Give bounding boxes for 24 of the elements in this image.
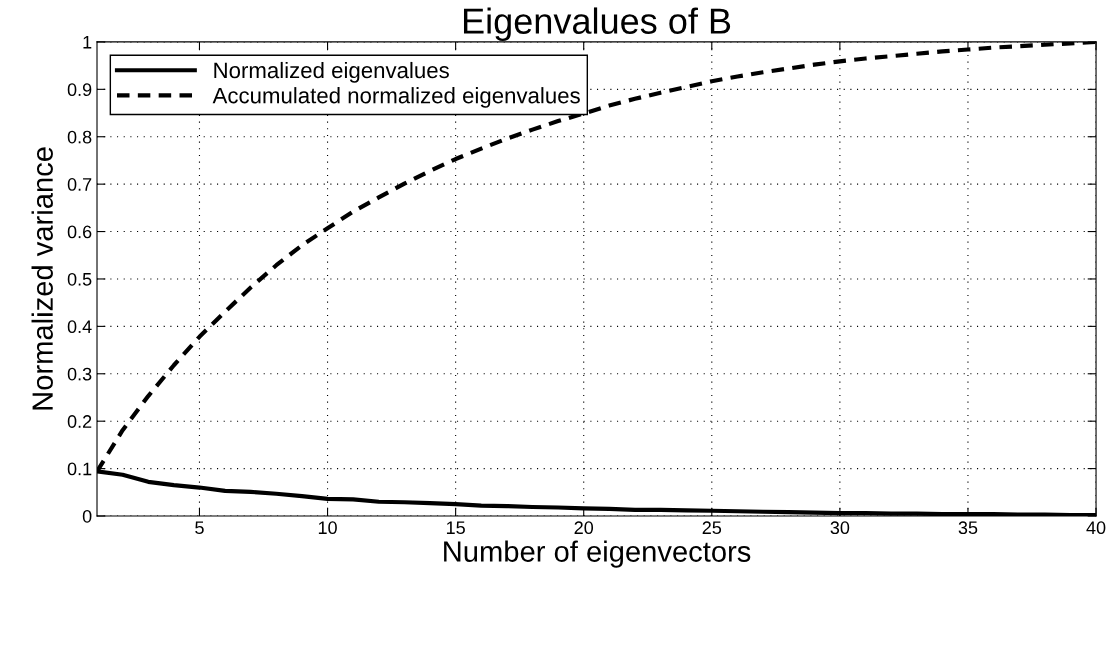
y-tick-label: 0.1	[67, 462, 92, 476]
legend-label: Normalized eigenvalues	[214, 61, 449, 83]
y-tick-label: 0.6	[67, 225, 92, 239]
y-tick-label: 0	[82, 509, 92, 523]
x-tick-label: 40	[1086, 521, 1106, 535]
y-tick-label: 0.7	[67, 178, 92, 191]
y-axis-title: Normalized variance	[31, 147, 53, 410]
y-tick-label: 0.8	[67, 130, 92, 144]
x-tick-label: 25	[702, 521, 722, 535]
y-tick-label: 0.4	[67, 320, 92, 334]
y-tick-label: 0.3	[67, 367, 92, 381]
x-tick-label: 10	[318, 521, 337, 535]
chart-title: Eigenvalues of B	[463, 7, 731, 42]
y-tick-label: 0.9	[67, 83, 92, 97]
y-tick-label: 0.2	[67, 415, 92, 428]
x-tick-label: 20	[574, 521, 594, 535]
y-tick-label: 1	[83, 36, 92, 49]
x-tick-label: 35	[958, 521, 978, 535]
y-tick-label: 0.5	[67, 272, 92, 286]
legend-label: Accumulated normalized eigenvalues	[212, 87, 580, 108]
x-tick-label: 30	[830, 521, 850, 535]
x-tick-label: 5	[195, 521, 204, 535]
x-tick-label: 15	[446, 521, 465, 535]
x-axis-title: Number of eigenvectors	[444, 540, 751, 568]
